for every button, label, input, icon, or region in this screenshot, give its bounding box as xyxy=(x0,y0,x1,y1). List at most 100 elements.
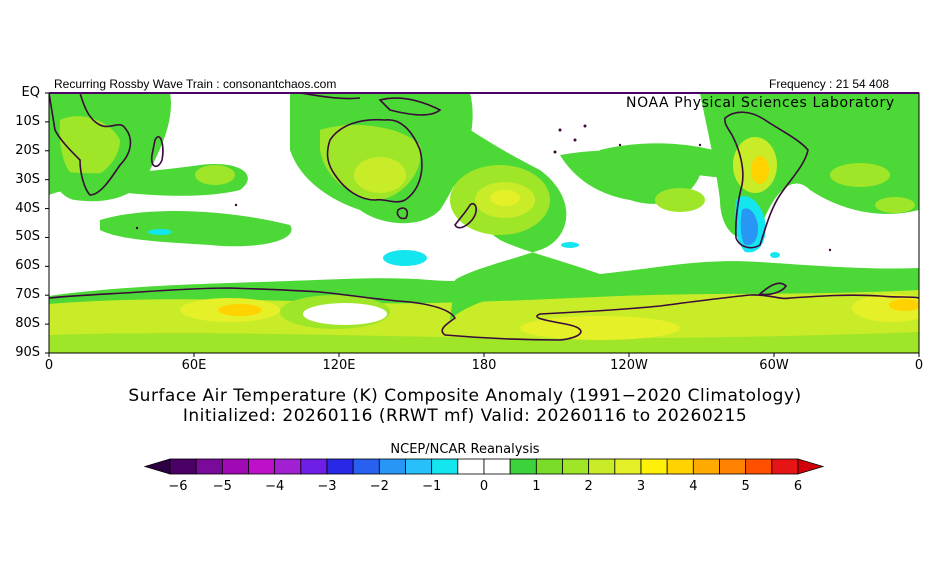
lat-label: 90S xyxy=(15,345,40,360)
new-guinea-coast xyxy=(378,97,442,116)
island xyxy=(234,203,238,207)
lat-label: 40S xyxy=(15,200,40,216)
colorbar-left-arrow xyxy=(143,458,171,475)
colorbar-title: NCEP/NCAR Reanalysis xyxy=(0,442,930,457)
island xyxy=(558,128,562,132)
lon-label: 0 xyxy=(44,358,54,373)
lat-label: 30S xyxy=(15,171,40,187)
australia-coast xyxy=(326,118,423,203)
colorbar-tick-label: −2 xyxy=(369,479,389,494)
warm-blob-atlantic xyxy=(875,197,915,213)
colorbar-swatch xyxy=(274,458,302,475)
colorbar-tick-label: 6 xyxy=(793,479,803,494)
colorbar-swatch xyxy=(248,458,276,475)
frequency-caption: Frequency : 21 54 408 xyxy=(769,77,890,91)
antarctic-peninsula-coast xyxy=(758,282,788,296)
colorbar-swatch xyxy=(405,458,433,475)
island xyxy=(553,150,557,154)
island xyxy=(573,138,577,142)
colorbar-tick-label: −3 xyxy=(317,479,337,494)
credit-label: NOAA Physical Sciences Laboratory xyxy=(626,95,895,111)
lon-label: 120E xyxy=(322,358,356,373)
colorbar-right-arrow xyxy=(797,458,825,475)
colorbar-swatch xyxy=(352,458,380,475)
indian-ocean-band xyxy=(100,210,292,247)
africa-coast xyxy=(49,93,132,196)
title-text-1: Surface Air Temperature (K) Composite An… xyxy=(128,386,802,406)
colorbar-swatch xyxy=(535,458,563,475)
tasmania-coast xyxy=(396,207,409,220)
lat-label: 20S xyxy=(15,142,40,158)
colorbar-swatch xyxy=(640,458,668,475)
island xyxy=(618,143,622,147)
colorbar-swatch xyxy=(562,458,590,475)
lat-label: 70S xyxy=(15,287,40,303)
lon-label: 0 xyxy=(914,358,924,373)
colorbar-tick-label: 1 xyxy=(532,479,541,494)
colorbar-tick-label: 4 xyxy=(689,479,698,494)
lat-label: 50S xyxy=(15,229,40,245)
colorbar-tick-label: 3 xyxy=(636,479,646,494)
colorbar-swatch xyxy=(457,458,485,475)
colorbar-swatch xyxy=(588,458,616,475)
colorbar-swatch xyxy=(378,458,406,475)
colorbar-swatch xyxy=(431,458,459,475)
title-line-1: Surface Air Temperature (K) Composite An… xyxy=(0,386,930,406)
warm-blob-pacific xyxy=(655,188,705,212)
colorbar-swatch xyxy=(169,458,197,475)
colorbar-swatch xyxy=(745,458,773,475)
warm-core-east-antarctica xyxy=(218,304,262,316)
colorbar-tick-label: −6 xyxy=(168,479,188,494)
source-caption: Recurring Rossby Wave Train : consonantc… xyxy=(54,77,337,91)
anomaly-fields xyxy=(49,93,919,353)
island xyxy=(135,226,139,230)
pacific-light-core xyxy=(490,190,520,206)
lat-label: 80S xyxy=(15,316,40,332)
colorbar-tick-label: 2 xyxy=(584,479,593,494)
lon-label: 60E xyxy=(181,358,207,373)
lon-label: 120W xyxy=(610,358,648,373)
neutral-hole-wilkes-core xyxy=(303,303,387,325)
south-atlantic-yellow xyxy=(830,163,890,187)
title-text-2: Initialized: 20260116 (RRWT mf) Valid: 2… xyxy=(182,406,748,426)
colorbar-swatch xyxy=(326,458,354,475)
colorbar-tick-label: −1 xyxy=(422,479,442,494)
colorbar-title-text: NCEP/NCAR Reanalysis xyxy=(390,442,540,457)
cold-patch-indian-west xyxy=(148,229,172,235)
antarctic-inner-light xyxy=(49,332,919,353)
colorbar-swatch xyxy=(692,458,720,475)
lon-label: 180 xyxy=(471,358,497,373)
island xyxy=(828,248,832,252)
warm-patch-ross xyxy=(520,316,680,340)
title-line-2: Initialized: 20260116 (RRWT mf) Valid: 2… xyxy=(0,406,930,426)
new-zealand-coast xyxy=(454,202,477,229)
lat-label: EQ xyxy=(21,85,40,100)
madagascar-coast xyxy=(150,135,164,168)
colorbar-swatch xyxy=(666,458,694,475)
tropical-pacific-2 xyxy=(600,143,740,180)
island xyxy=(583,124,587,128)
lon-ticks xyxy=(48,353,920,357)
australia-yellow xyxy=(354,157,406,193)
island xyxy=(698,143,702,147)
lat-ticks xyxy=(45,92,49,354)
antarctica-coast xyxy=(49,287,919,341)
lon-label: 60W xyxy=(759,358,789,373)
colorbar-tick-label: −4 xyxy=(265,479,285,494)
colorbar-swatch xyxy=(300,458,328,475)
warm-core-weddell xyxy=(889,299,919,311)
colorbar-swatch xyxy=(483,458,511,475)
warm-blob-africa xyxy=(60,120,90,160)
cold-patch-indian xyxy=(383,250,427,266)
colorbar-swatch xyxy=(509,458,537,475)
south-america-coast xyxy=(724,111,809,249)
lat-label: 10S xyxy=(15,113,40,129)
colorbar-swatch xyxy=(614,458,642,475)
warm-blob-indian xyxy=(195,165,235,185)
colorbar-tick-label: −5 xyxy=(212,479,232,494)
colorbar-tick-label: 5 xyxy=(741,479,750,494)
lat-label: 60S xyxy=(15,258,40,274)
